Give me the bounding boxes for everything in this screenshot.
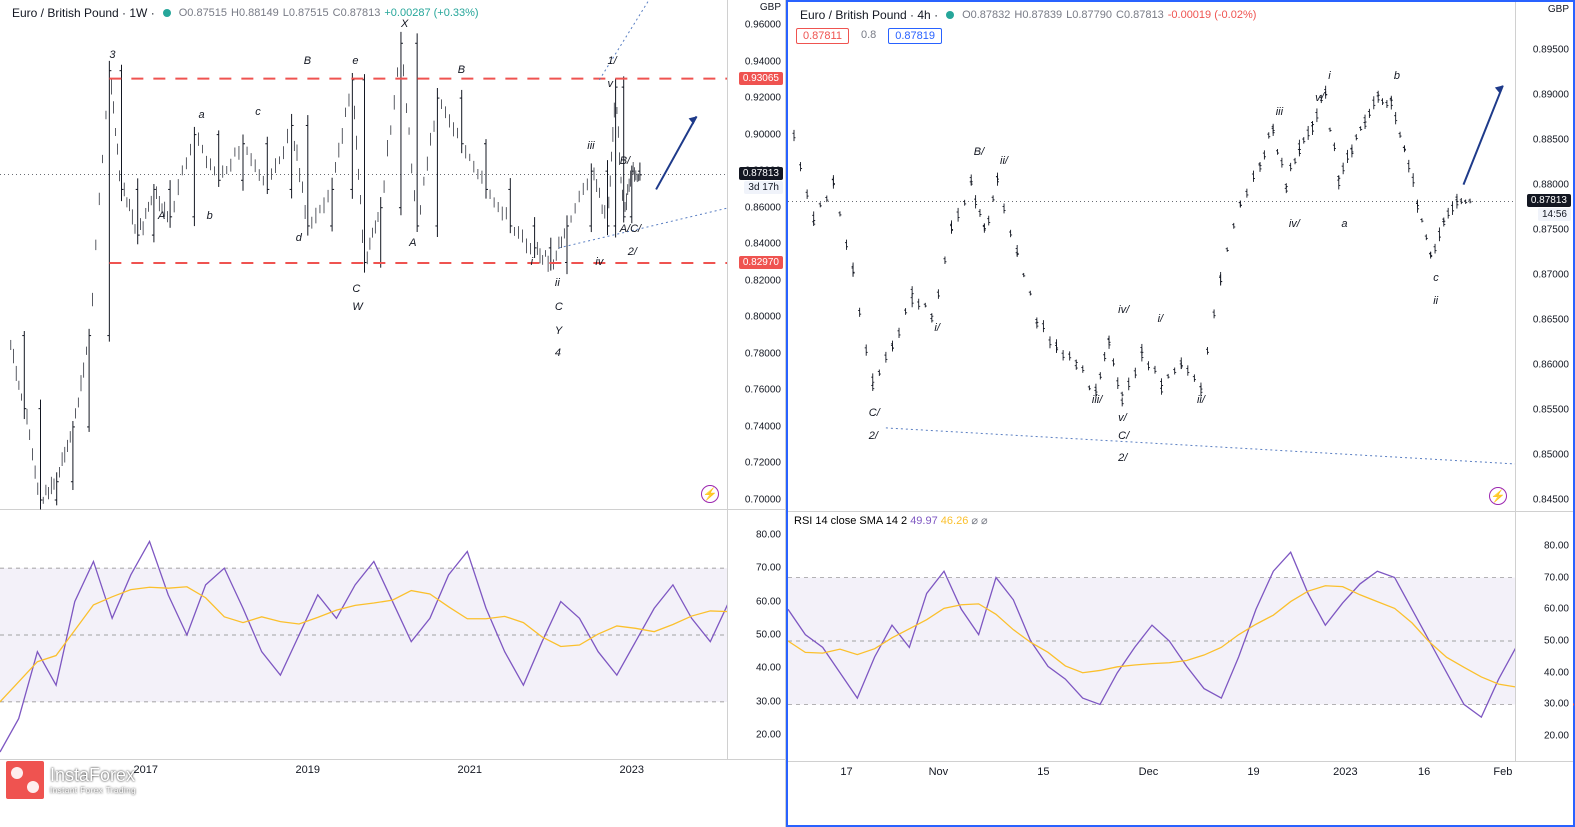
bid-box[interactable]: 0.87811 xyxy=(796,28,849,44)
wave-label: v/ xyxy=(1118,412,1127,424)
weekly-chart-panel: Euro / British Pound · 1W · O0.87515 H0.… xyxy=(0,0,786,827)
wave-label: a xyxy=(1341,218,1347,230)
4h-y-axis: GBP 0.845000.850000.855000.860000.865000… xyxy=(1515,2,1573,511)
wave-label: C/ xyxy=(869,407,880,419)
wave-label: W xyxy=(352,301,362,313)
weekly-price-chart[interactable]: GBP 0.700000.720000.740000.760000.780000… xyxy=(0,0,785,510)
ask-box[interactable]: 0.87819 xyxy=(888,28,942,44)
4h-chart-panel: Euro / British Pound · 4h · O0.87832 H0.… xyxy=(786,0,1575,827)
weekly-price-svg xyxy=(0,0,787,510)
wave-label: iii/ xyxy=(1092,394,1102,406)
wave-label: Y xyxy=(555,325,562,337)
rsi-gear-icon[interactable]: ⌀ ⌀ xyxy=(971,515,987,527)
ohlc-change: -0.00019 (-0.02%) xyxy=(1168,9,1257,21)
wave-label: B/ xyxy=(620,155,630,167)
wave-label: e xyxy=(352,55,358,67)
ohlc-high: H0.88149 xyxy=(231,7,279,19)
weekly-rsi-y-axis: 20.0030.0040.0050.0060.0070.0080.00 xyxy=(727,510,785,759)
4h-x-axis: 17Nov15Dec19202316Feb xyxy=(788,762,1573,792)
wave-label: 2/ xyxy=(1118,452,1127,464)
4h-price-svg xyxy=(788,2,1574,510)
wave-label: v xyxy=(608,78,614,90)
weekly-y-axis: GBP 0.700000.720000.740000.760000.780000… xyxy=(727,0,785,509)
weekly-chart-header: Euro / British Pound · 1W · O0.87515 H0.… xyxy=(4,2,487,24)
flash-icon[interactable]: ⚡ xyxy=(701,485,719,503)
flash-icon[interactable]: ⚡ xyxy=(1489,487,1507,505)
4h-price-chart[interactable]: GBP 0.845000.850000.855000.860000.865000… xyxy=(788,2,1573,512)
wave-label: 3 xyxy=(109,49,115,61)
wave-label: 2/ xyxy=(869,430,878,442)
wave-label: 1/ xyxy=(608,55,617,67)
wave-label: B/ xyxy=(974,146,984,158)
wave-label: ii xyxy=(555,277,560,289)
instaforex-logo-icon xyxy=(6,761,44,799)
wave-label: ii xyxy=(1433,295,1438,307)
ohlc-low: L0.87515 xyxy=(283,7,329,19)
instaforex-watermark: InstaForex Instant Forex Trading xyxy=(6,761,136,799)
rsi-value-1: 49.97 xyxy=(910,515,938,527)
4h-rsi-chart[interactable]: RSI 14 close SMA 14 2 49.97 46.26 ⌀ ⌀ 20… xyxy=(788,512,1573,762)
ohlc-change: +0.00287 (+0.33%) xyxy=(384,7,478,19)
ohlc-low: L0.87790 xyxy=(1066,9,1112,21)
wave-label: iv xyxy=(595,256,603,268)
4h-rsi-svg xyxy=(788,512,1574,760)
chart-title-left[interactable]: Euro / British Pound · 1W · xyxy=(12,6,155,20)
wave-label: 2/ xyxy=(628,246,637,258)
ohlc-close: C0.87813 xyxy=(1116,9,1164,21)
brand-name: InstaForex xyxy=(50,765,136,786)
wave-label: d xyxy=(296,232,302,244)
spread: 0.8 xyxy=(855,28,882,44)
wave-label: c xyxy=(255,106,261,118)
wave-label: A xyxy=(158,210,165,222)
wave-label: v/ xyxy=(1315,92,1324,104)
ohlc-high: H0.87839 xyxy=(1014,9,1062,21)
wave-label: 4 xyxy=(555,347,561,359)
wave-label: iv/ xyxy=(1118,304,1129,316)
wave-label: iii xyxy=(587,140,594,152)
y-currency-label: GBP xyxy=(760,2,781,13)
4h-chart-header: Euro / British Pound · 4h · O0.87832 H0.… xyxy=(792,4,1264,26)
ohlc-left: O0.87515 H0.88149 L0.87515 C0.87813 +0.0… xyxy=(179,7,479,19)
rsi-value-2: 46.26 xyxy=(941,515,969,527)
weekly-rsi-chart[interactable]: 20.0030.0040.0050.0060.0070.0080.00 xyxy=(0,510,785,760)
wave-label: iii xyxy=(1276,106,1283,118)
wave-label: c xyxy=(1433,272,1439,284)
wave-label: i xyxy=(1328,70,1330,82)
wave-label: i/ xyxy=(1158,313,1164,325)
ohlc-right: O0.87832 H0.87839 L0.87790 C0.87813 -0.0… xyxy=(962,9,1256,21)
wave-label: A xyxy=(409,237,416,249)
wave-label: i xyxy=(531,256,533,268)
instaforex-text: InstaForex Instant Forex Trading xyxy=(50,765,136,795)
4h-rsi-y-axis: 20.0030.0040.0050.0060.0070.0080.00 xyxy=(1515,512,1573,761)
wave-label: B xyxy=(458,64,465,76)
ohlc-open: O0.87832 xyxy=(962,9,1010,21)
status-dot xyxy=(163,9,171,17)
wave-label: b xyxy=(1394,70,1400,82)
wave-label: ii/ xyxy=(1000,155,1008,167)
wave-label: B xyxy=(304,55,311,67)
wave-label: C xyxy=(352,283,360,295)
ohlc-close: C0.87813 xyxy=(333,7,381,19)
wave-label: b xyxy=(207,210,213,222)
bid-ask-boxes: 0.87811 0.8 0.87819 xyxy=(796,28,942,44)
y-currency-label: GBP xyxy=(1548,4,1569,15)
status-dot xyxy=(946,11,954,19)
brand-tagline: Instant Forex Trading xyxy=(50,786,136,795)
rsi-legend-text: RSI 14 close SMA 14 2 xyxy=(794,515,907,527)
wave-label: i/ xyxy=(934,322,940,334)
wave-label: C/ xyxy=(1118,430,1129,442)
weekly-rsi-svg xyxy=(0,510,787,760)
wave-label: a xyxy=(199,109,205,121)
chart-title-right[interactable]: Euro / British Pound · 4h · xyxy=(800,8,938,22)
ohlc-open: O0.87515 xyxy=(179,7,227,19)
wave-label: ii/ xyxy=(1197,394,1205,406)
wave-label: iv/ xyxy=(1289,218,1300,230)
wave-label: C xyxy=(555,301,563,313)
rsi-legend: RSI 14 close SMA 14 2 49.97 46.26 ⌀ ⌀ xyxy=(794,514,988,527)
wave-label: A/C/ xyxy=(620,223,641,235)
